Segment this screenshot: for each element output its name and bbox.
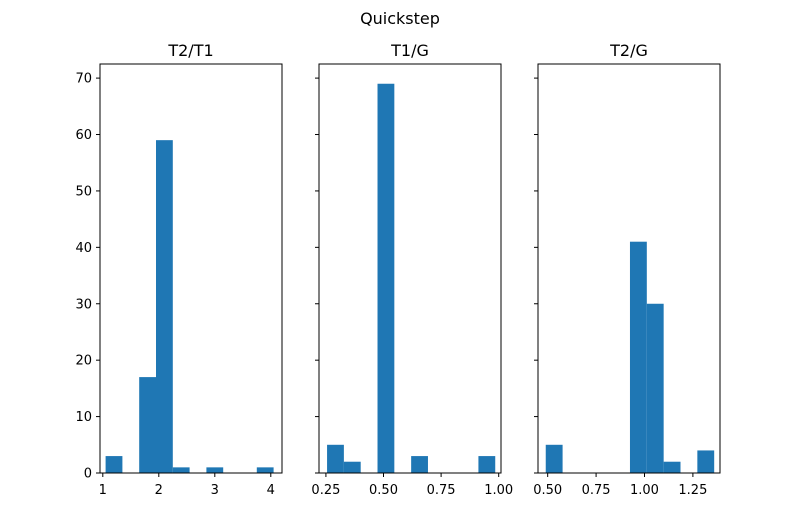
axes-frame-t1-g: [318, 63, 502, 474]
y-tick-label-0: 0: [84, 467, 92, 482]
figure-title: Quickstep: [360, 9, 440, 28]
subplot-title-t2-t1: T2/T1: [167, 41, 213, 60]
histogram-bar-t2-g-9: [697, 450, 715, 473]
histogram-bar-t2-g-6: [646, 303, 664, 473]
x-tick-label-t2-t1-2: 3: [211, 483, 219, 498]
y-tick-label-5: 50: [75, 184, 92, 199]
axes-frame-t2-g: [537, 63, 721, 474]
y-tick-label-6: 60: [75, 128, 92, 143]
x-tick-label-t1-g-0: 0.25: [311, 483, 340, 498]
subplot-title-t1-g: T1/G: [390, 41, 429, 60]
x-tick-label-t2-g-3: 1.25: [678, 483, 707, 498]
subplot-title-t2-g: T2/G: [609, 41, 648, 60]
x-tick-label-t1-g-3: 1.00: [484, 483, 513, 498]
histogram-bar-t2-t1-4: [172, 467, 190, 473]
subplot-t2-g: T2/G 0.50 0.75 1.00 1.25: [533, 41, 721, 498]
histogram-bar-t1-g-1: [343, 461, 361, 473]
histogram-bar-t1-g-3: [377, 83, 395, 474]
histogram-bar-t2-t1-6: [206, 467, 224, 473]
y-tick-label-3: 30: [75, 297, 92, 312]
x-tick-label-t1-g-1: 0.50: [369, 483, 398, 498]
x-tick-label-t2-t1-3: 4: [267, 483, 275, 498]
histogram-bar-t2-t1-9: [256, 467, 274, 473]
x-tick-label-t2-g-1: 0.75: [582, 483, 611, 498]
x-tick-label-t2-t1-1: 2: [155, 483, 163, 498]
histogram-bar-t2-t1-2: [139, 377, 156, 473]
histogram-bar-t2-g-7: [663, 461, 681, 473]
histogram-bar-t2-t1-3: [156, 140, 173, 473]
subplot-t1-g: T1/G 0.25 0.50 0.75 1.00: [311, 41, 513, 498]
histogram-bar-t1-g-5: [411, 456, 428, 473]
y-tick-label-2: 20: [75, 354, 92, 369]
x-tick-label-t1-g-2: 0.75: [427, 483, 456, 498]
x-tick-label-t2-g-0: 0.50: [533, 483, 562, 498]
y-tick-label-7: 70: [75, 72, 92, 87]
histogram-bar-t2-t1-0: [105, 456, 123, 473]
y-tick-label-1: 10: [75, 410, 92, 425]
histogram-bar-t2-g-0: [545, 444, 563, 473]
axes-frame-t2-t1: [99, 63, 283, 474]
histogram-bar-t2-g-5: [629, 241, 647, 473]
histogram-bar-t1-g-0: [327, 444, 344, 473]
x-tick-label-t2-t1-0: 1: [99, 483, 107, 498]
histogram-bar-t1-g-9: [478, 456, 496, 473]
x-tick-label-t2-g-2: 1.00: [630, 483, 659, 498]
y-tick-label-4: 40: [75, 241, 92, 256]
